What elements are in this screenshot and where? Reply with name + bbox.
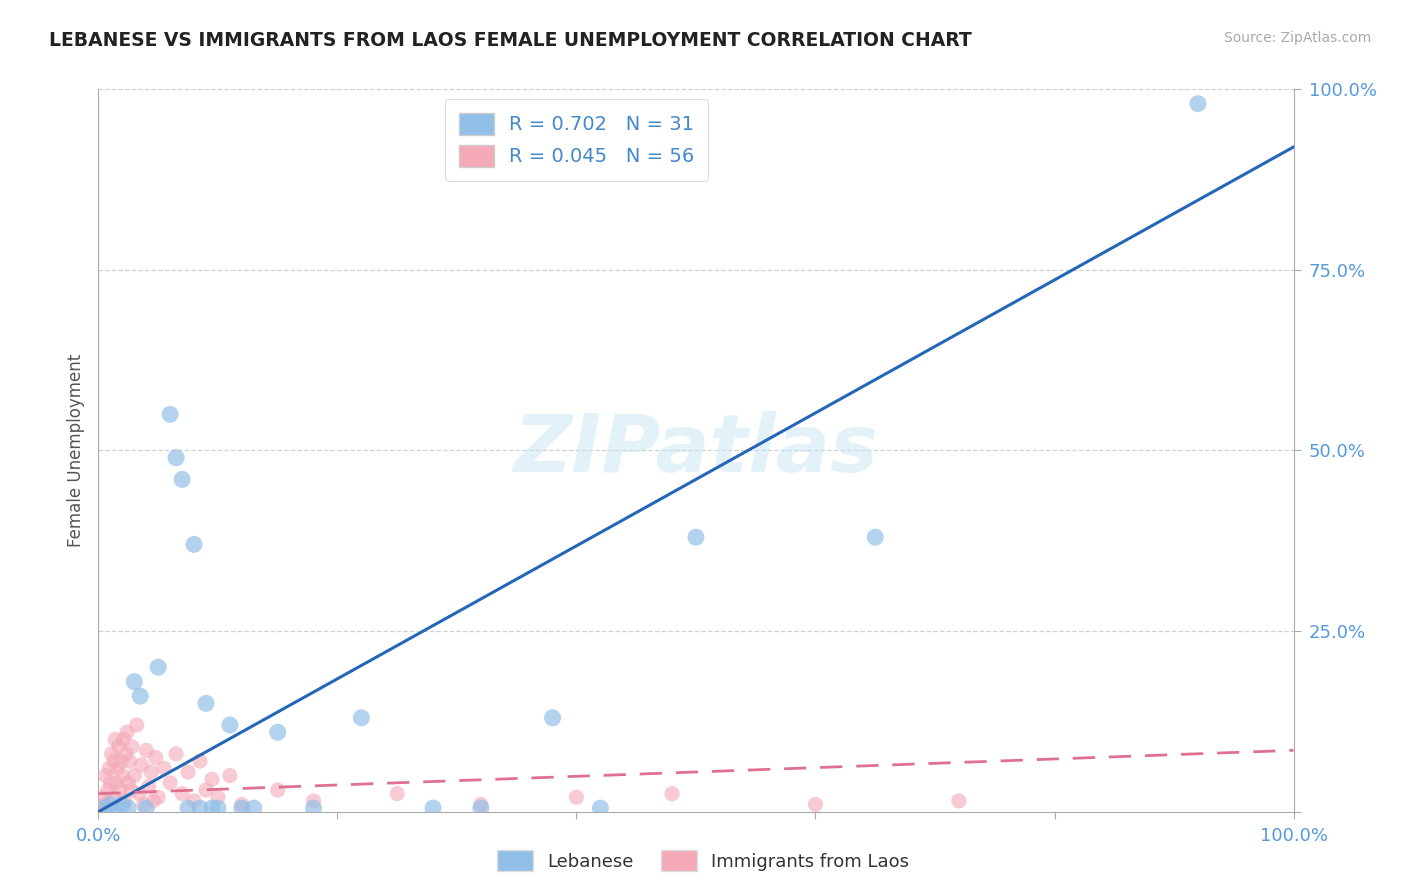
Point [98, 797, 122, 812]
Point [470, 801, 492, 815]
Point [111, 769, 134, 783]
Point [183, 794, 205, 808]
Point [125, 718, 148, 732]
Point [138, 780, 160, 794]
Text: LEBANESE VS IMMIGRANTS FROM LAOS FEMALE UNEMPLOYMENT CORRELATION CHART: LEBANESE VS IMMIGRANTS FROM LAOS FEMALE … [49, 31, 972, 50]
Point [172, 787, 194, 801]
Point [267, 725, 290, 739]
Point [385, 787, 409, 801]
Point [804, 797, 827, 812]
Point [124, 769, 146, 783]
Text: ZIPatlas: ZIPatlas [513, 411, 879, 490]
Point [350, 711, 373, 725]
Point [219, 769, 242, 783]
Point [231, 801, 253, 815]
Point [115, 725, 138, 739]
Point [207, 790, 229, 805]
Point [470, 797, 492, 812]
Point [201, 801, 224, 815]
Point [219, 718, 242, 732]
Point [98, 776, 122, 790]
Point [207, 801, 229, 815]
Point [132, 797, 155, 812]
Point [121, 739, 143, 754]
Point [129, 689, 152, 703]
Point [145, 750, 167, 764]
Point [101, 790, 124, 805]
Point [108, 783, 131, 797]
Point [302, 794, 325, 808]
Point [172, 472, 194, 486]
Point [135, 801, 157, 815]
Point [110, 754, 132, 768]
Point [97, 783, 120, 797]
Point [201, 772, 224, 787]
Point [120, 783, 142, 797]
Point [865, 530, 887, 544]
Point [128, 787, 150, 801]
Point [118, 754, 141, 768]
Text: Source: ZipAtlas.com: Source: ZipAtlas.com [1223, 31, 1371, 45]
Point [148, 790, 170, 805]
Point [177, 801, 200, 815]
Point [107, 761, 129, 775]
Point [124, 674, 146, 689]
Point [267, 783, 290, 797]
Point [103, 754, 125, 768]
Point [183, 537, 205, 551]
Point [177, 764, 200, 779]
Point [1187, 96, 1209, 111]
Y-axis label: Female Unemployment: Female Unemployment [66, 354, 84, 547]
Point [117, 801, 139, 815]
Point [100, 747, 122, 761]
Point [93, 801, 115, 815]
Point [105, 776, 128, 790]
Point [148, 660, 170, 674]
Point [165, 747, 187, 761]
Point [131, 757, 153, 772]
Point [98, 761, 121, 775]
Point [90, 801, 112, 815]
Point [243, 801, 266, 815]
Point [589, 801, 612, 815]
Point [105, 801, 128, 815]
Legend: R = 0.702   N = 31, R = 0.045   N = 56: R = 0.702 N = 31, R = 0.045 N = 56 [444, 99, 709, 181]
Point [422, 801, 444, 815]
Point [153, 761, 176, 775]
Point [91, 790, 114, 805]
Point [188, 754, 211, 768]
Point [159, 776, 181, 790]
Point [139, 764, 162, 779]
Point [165, 450, 187, 465]
Point [195, 783, 218, 797]
Point [115, 747, 138, 761]
Point [159, 407, 181, 421]
Legend: Lebanese, Immigrants from Laos: Lebanese, Immigrants from Laos [489, 843, 917, 879]
Point [195, 696, 218, 710]
Point [93, 797, 115, 812]
Point [111, 797, 134, 812]
Point [231, 797, 253, 812]
Point [107, 739, 129, 754]
Point [94, 769, 117, 783]
Point [117, 776, 139, 790]
Point [302, 801, 325, 815]
Point [142, 794, 165, 808]
Point [948, 794, 970, 808]
Point [565, 790, 588, 805]
Point [135, 743, 157, 757]
Point [685, 530, 707, 544]
Point [661, 787, 683, 801]
Point [104, 732, 127, 747]
Point [541, 711, 564, 725]
Point [188, 801, 211, 815]
Point [114, 794, 136, 808]
Point [112, 732, 135, 747]
